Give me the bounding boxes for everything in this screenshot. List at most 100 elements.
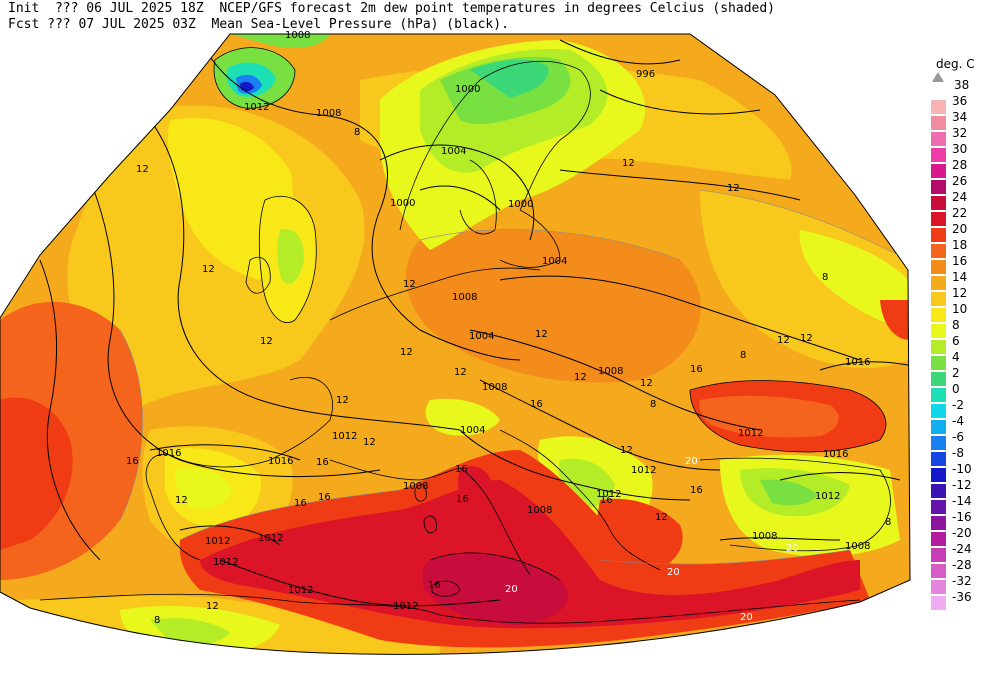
dewpoint-label: 16 [600, 495, 613, 506]
legend-swatch [931, 132, 946, 146]
isobar-label: 1016 [156, 448, 181, 459]
isobar-label: 1004 [542, 256, 567, 267]
legend-label: 22 [952, 206, 967, 220]
isobar-label: 1012 [213, 557, 238, 568]
dewpoint-label: 16 [428, 580, 441, 591]
dewpoint-label: 12 [336, 395, 349, 406]
legend-swatch [931, 340, 946, 354]
dewpoint-label: 12 [400, 347, 413, 358]
legend-label: 12 [952, 286, 967, 300]
isobars [39, 39, 909, 607]
isobar-label: 1004 [441, 146, 466, 157]
isobar-label: 1012 [738, 428, 763, 439]
legend-label: 8 [952, 318, 960, 332]
legend-swatch [931, 164, 946, 178]
legend-swatch [931, 452, 946, 466]
dewpoint-label: 12 [574, 372, 587, 383]
map-boundary [0, 33, 911, 655]
isobar-label: 1012 [596, 489, 621, 500]
isobar-label: 1012 [288, 585, 313, 596]
legend-swatch [931, 532, 946, 546]
legend-label: -10 [952, 462, 972, 476]
dewpoint-label: 20 [685, 456, 698, 467]
dewpoint-label: 12 [620, 445, 633, 456]
isobar-label: 1008 [452, 292, 477, 303]
legend-label: -28 [952, 558, 972, 572]
isobar-label: 1004 [460, 425, 485, 436]
isobar-label: 1008 [482, 382, 507, 393]
isobar-label: 1008 [598, 366, 623, 377]
legend-swatch [931, 548, 946, 562]
dewpoint-label: 12 [403, 279, 416, 290]
isobar-label: 1000 [390, 198, 415, 209]
legend-swatch [931, 292, 946, 306]
legend-label: 36 [952, 94, 967, 108]
dewpoint-label: 12 [175, 495, 188, 506]
isobar-label: 1012 [393, 601, 418, 612]
legend-swatch [931, 484, 946, 498]
dewpoint-label: 12 [655, 512, 668, 523]
legend-swatch [931, 404, 946, 418]
legend-label: -8 [952, 446, 964, 460]
dewpoint-label: 8 [740, 350, 746, 361]
legend-label: 0 [952, 382, 960, 396]
legend-swatch [931, 356, 946, 370]
legend-swatch [931, 516, 946, 530]
legend-label: -20 [952, 526, 972, 540]
legend-swatch [931, 500, 946, 514]
legend-label: 14 [952, 270, 967, 284]
legend-top-triangle [932, 72, 944, 82]
dewpoint-label: 16 [455, 464, 468, 475]
legend-label: -32 [952, 574, 972, 588]
isobar-label: 1008 [845, 541, 870, 552]
isobar-label: 1012 [205, 536, 230, 547]
dewpoint-label: 12 [777, 335, 790, 346]
legend-swatch [931, 388, 946, 402]
dewpoint-label: 8 [650, 399, 656, 410]
legend-swatch [931, 244, 946, 258]
legend-swatch [931, 436, 946, 450]
legend-label: -14 [952, 494, 972, 508]
shaded-field [0, 34, 910, 655]
color-legend: 38363432302826242220181614121086420-2-4-… [931, 72, 972, 610]
isobar-label: 1008 [752, 531, 777, 542]
dewpoint-label: 16 [530, 399, 543, 410]
legend-swatch [931, 116, 946, 130]
legend-label: 34 [952, 110, 967, 124]
dewpoint-label: 12 [800, 333, 813, 344]
legend-label: 20 [952, 222, 967, 236]
legend-swatch [931, 276, 946, 290]
dewpoint-label: 12 [727, 183, 740, 194]
isobar-label: 1008 [403, 481, 428, 492]
legend-swatch [931, 196, 946, 210]
dewpoint-label: 8 [354, 127, 360, 138]
legend-label: -4 [952, 414, 964, 428]
legend-label: -6 [952, 430, 964, 444]
legend-label: 16 [952, 254, 967, 268]
dewpoint-label: 16 [294, 498, 307, 509]
legend-label: 28 [952, 158, 967, 172]
legend-swatch [931, 212, 946, 226]
title-line-1: Init ??? 06 JUL 2025 18Z NCEP/GFS foreca… [8, 1, 776, 16]
dewpoint-label: 8 [885, 517, 891, 528]
legend-label: -36 [952, 590, 972, 604]
dewpoint-label: 16 [690, 364, 703, 375]
legend-label: 30 [952, 142, 967, 156]
dewpoint-label: 16 [456, 494, 469, 505]
dewpoint-label: 12 [202, 264, 215, 275]
isobar-label: 1004 [469, 331, 494, 342]
dewpoint-label: 20 [667, 567, 680, 578]
dewpoint-label: 16 [126, 456, 139, 467]
isobar-label: 1016 [823, 449, 848, 460]
dewpoint-label: 12 [535, 329, 548, 340]
legend-swatch [931, 372, 946, 386]
legend-label: 18 [952, 238, 967, 252]
isobar-label: 1012 [244, 102, 269, 113]
dewpoint-label: 8 [822, 272, 828, 283]
dewpoint-label: 16 [690, 485, 703, 496]
dewpoint-label: 12 [640, 378, 653, 389]
isobar-label: 1012 [815, 491, 840, 502]
isobar-label: 1012 [631, 465, 656, 476]
legend-label: 4 [952, 350, 960, 364]
